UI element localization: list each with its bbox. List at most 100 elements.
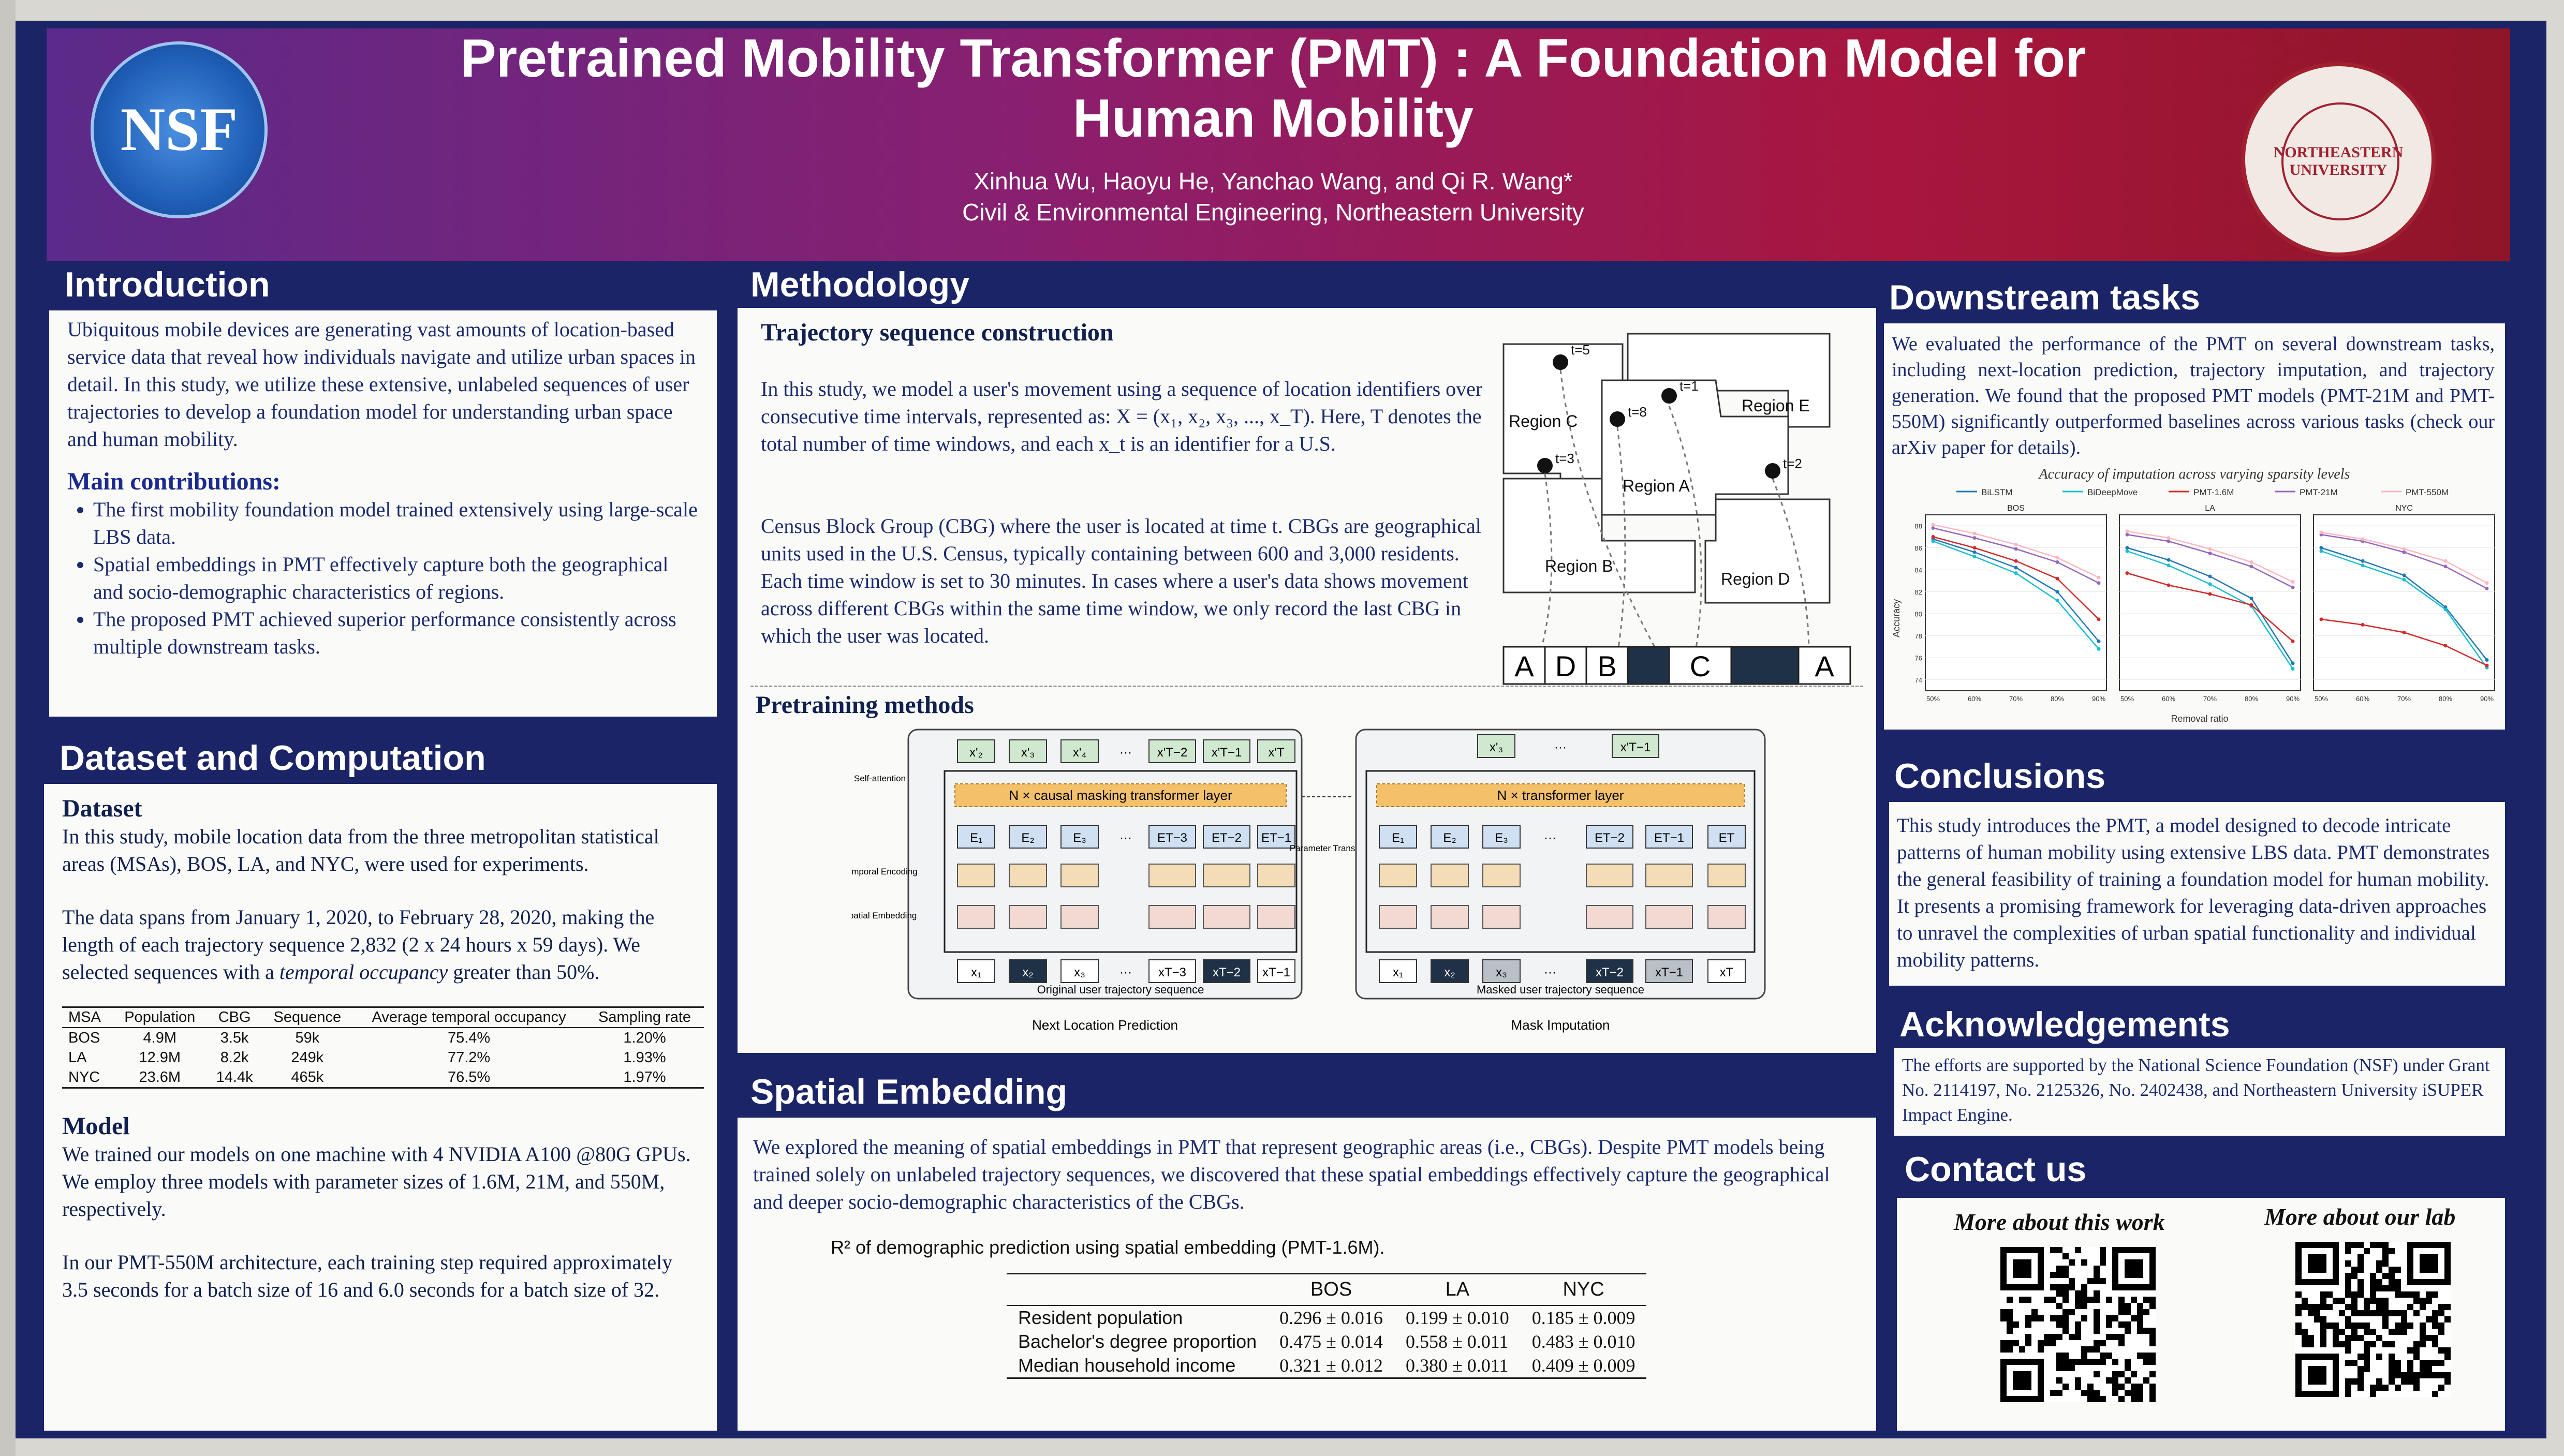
x-tick-label: 80% <box>2051 695 2064 703</box>
region-d-shape <box>1704 498 1831 604</box>
output-token: x'T <box>1268 746 1285 760</box>
output-token: x'₃ <box>1490 740 1503 754</box>
conclusions-panel: This study introduces the PMT, a model d… <box>1889 802 2505 986</box>
y-tick-label: 74 <box>1915 676 1922 684</box>
cell: 0.409 ± 0.009 <box>1520 1354 1647 1379</box>
left-caption: Original user trajectory sequence <box>1037 983 1204 996</box>
data-point <box>1931 535 1935 539</box>
qr-code-work[interactable] <box>2000 1247 2156 1402</box>
x-tick-label: 50% <box>2315 695 2328 703</box>
input-token: xT <box>1720 965 1734 979</box>
chart-panel: NYC 50% 60% 70% 80% 90% <box>2313 504 2495 703</box>
cell: 14.4k <box>207 1067 262 1089</box>
data-point <box>2291 585 2295 589</box>
region-a-shape <box>1601 379 1789 516</box>
panel-title: NYC <box>2395 504 2413 513</box>
region-map-diagram: Region C Region E Region A Region B Regi… <box>1502 333 1851 685</box>
y-tick-label: 88 <box>1915 522 1922 530</box>
data-point <box>2249 564 2253 569</box>
output-token: x'T−1 <box>1620 740 1651 754</box>
embedding-token: ET−2 <box>1595 831 1625 845</box>
location-pin-icon <box>1553 354 1568 370</box>
data-point <box>2291 580 2295 584</box>
pretraining-diagram: Self-attention Temporal Encoding Spatial… <box>851 729 1766 1033</box>
cell: BOS <box>68 1030 100 1046</box>
data-point <box>2208 547 2212 551</box>
chart-panel: LA 50% 60% 70% 80% 90% <box>2119 504 2301 703</box>
title-line-1: Pretrained Mobility Transformer (PMT) : … <box>460 28 2086 88</box>
x-tick-label: 60% <box>2162 695 2175 703</box>
panel-title: BOS <box>2007 504 2025 513</box>
trajectory-path <box>1616 426 1626 655</box>
plot-frame <box>1925 514 2107 691</box>
legend-entry: PMT-1.6M <box>2193 487 2234 497</box>
poster-header <box>47 28 2510 261</box>
input-token: xT−2 <box>1596 965 1624 979</box>
region-label: Region A <box>1623 477 1690 495</box>
sequence-token: A <box>1815 650 1834 682</box>
embedding-token: ··· <box>1544 831 1556 845</box>
data-point <box>2402 550 2406 554</box>
acknowledgements-body: The efforts are supported by the Nationa… <box>1902 1055 2490 1125</box>
data-point <box>2361 537 2365 541</box>
panel-title: LA <box>2205 504 2215 513</box>
author-block: Xinhua Wu, Haoyu He, Yanchao Wang, and Q… <box>393 166 2153 228</box>
data-point <box>2055 560 2059 564</box>
data-point <box>1972 536 1977 540</box>
x-tick-label: 70% <box>2009 695 2023 703</box>
introduction-panel: Ubiquitous mobile devices are generating… <box>49 310 717 717</box>
embedding-token: E₂ <box>1021 831 1034 845</box>
trajectory-path <box>1539 473 1553 655</box>
spatial-body: We explored the meaning of spatial embed… <box>753 1135 1830 1213</box>
col-header <box>1007 1273 1269 1306</box>
embedding-token: E₃ <box>1495 831 1508 845</box>
data-point <box>2249 560 2253 564</box>
qr-code-lab[interactable] <box>2295 1242 2451 1397</box>
data-point <box>2014 571 2018 575</box>
input-token: xT−2 <box>1213 965 1241 979</box>
cell: 0.199 ± 0.010 <box>1405 1308 1509 1328</box>
input-token: x₃ <box>1496 965 1507 979</box>
data-point <box>2125 571 2129 575</box>
cell: 77.2% <box>447 1049 491 1066</box>
data-point <box>2097 647 2101 651</box>
contributions-list: The first mobility foundation model trai… <box>67 496 699 660</box>
output-token: x'₂ <box>969 746 983 760</box>
embedding-token: E₃ <box>1073 831 1086 845</box>
dataset-paragraph-2: The data spans from January 1, 2020, to … <box>62 903 699 986</box>
dataset-p2-b: greater than 50%. <box>448 960 600 984</box>
x-tick-label: 50% <box>2120 695 2134 703</box>
data-point <box>2443 607 2448 612</box>
y-tick-label: 82 <box>1915 588 1922 596</box>
input-token: xT−1 <box>1262 965 1290 979</box>
cell: 59k <box>295 1030 320 1046</box>
conclusions-body: This study introduces the PMT, a model d… <box>1897 814 2490 971</box>
embedding-token: ET−1 <box>1261 831 1291 845</box>
contribution-item: Spatial embeddings in PMT effectively ca… <box>93 551 699 605</box>
data-point <box>2291 667 2295 671</box>
introduction-heading: Introduction <box>65 265 270 304</box>
data-point <box>2097 617 2101 621</box>
location-pin-icon <box>1661 388 1677 404</box>
data-point <box>2443 564 2448 569</box>
data-point <box>2319 617 2323 621</box>
cell: LA <box>68 1049 87 1066</box>
left-layer-label: N × causal masking transformer layer <box>1009 788 1232 803</box>
right-model-frame <box>1355 729 1766 1000</box>
trajectory-subheading: Trajectory sequence construction <box>761 319 1114 346</box>
data-point <box>2055 576 2059 581</box>
region-label: Region D <box>1721 570 1790 588</box>
output-token: x'₄ <box>1073 746 1086 760</box>
cell: 0.558 ± 0.011 <box>1405 1331 1509 1352</box>
methodology-divider <box>750 686 1863 687</box>
dataset-subheading: Dataset <box>62 795 142 822</box>
cell: 0.475 ± 0.014 <box>1279 1331 1383 1352</box>
y-tick-label: 76 <box>1915 654 1922 662</box>
legend-entry: BiLSTM <box>1981 487 2012 497</box>
contributions-heading: Main contributions: <box>67 468 281 495</box>
input-token: x₂ <box>1022 965 1033 979</box>
model-paragraph-2: In our PMT-550M architecture, each train… <box>62 1251 673 1301</box>
right-layer-label: N × transformer layer <box>1497 788 1624 803</box>
col-header: LA <box>1394 1273 1521 1306</box>
x-tick-label: 70% <box>2203 695 2217 703</box>
